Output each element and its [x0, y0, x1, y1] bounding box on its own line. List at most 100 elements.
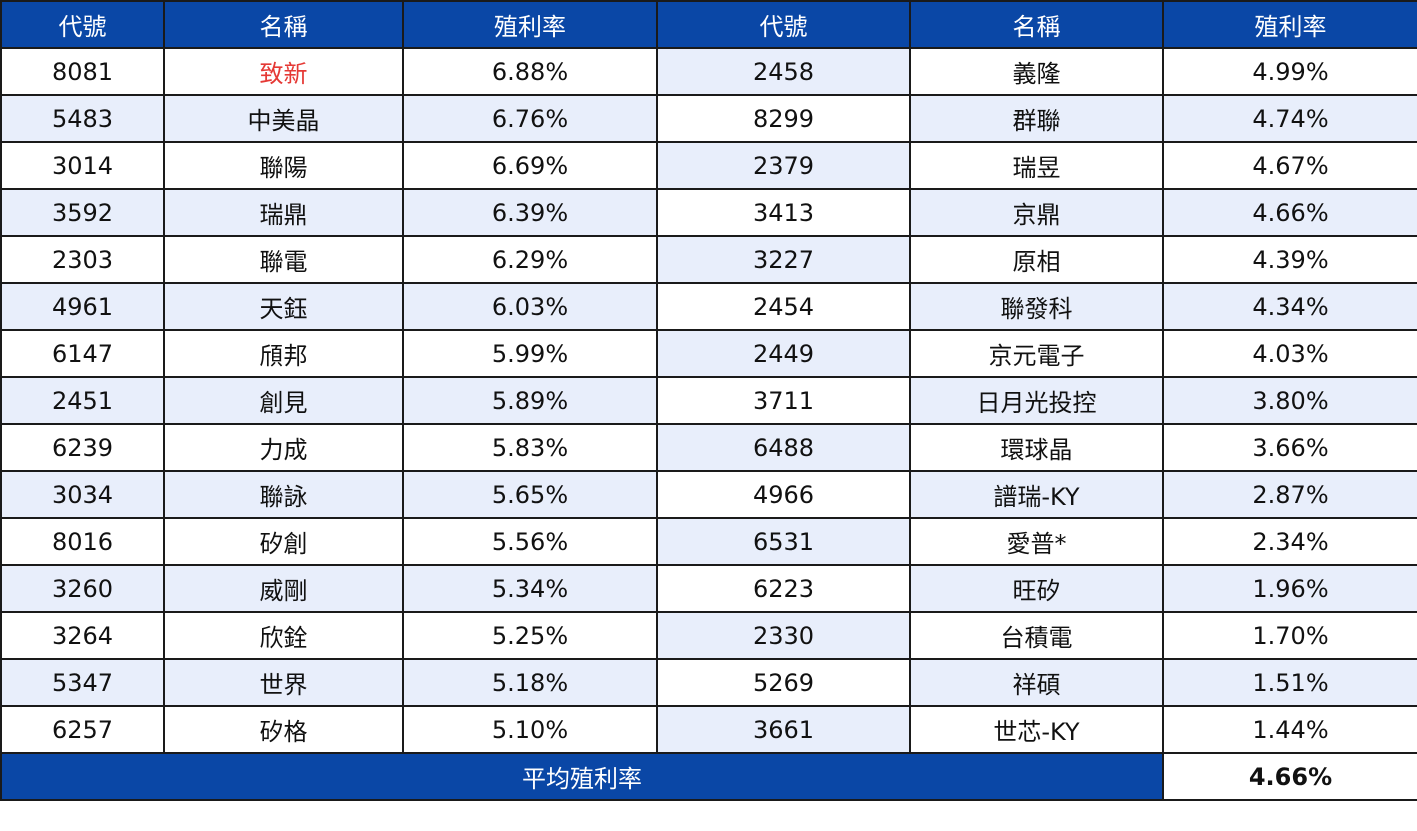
yield-cell: 6.29% [402, 235, 658, 284]
name-cell: 矽創 [163, 517, 404, 566]
code-cell: 2451 [0, 376, 165, 425]
code-cell: 4966 [656, 470, 911, 519]
code-cell: 3592 [0, 188, 165, 237]
name-cell: 愛普* [909, 517, 1164, 566]
name-cell: 頎邦 [163, 329, 404, 378]
code-cell: 2449 [656, 329, 911, 378]
yield-cell: 6.03% [402, 282, 658, 331]
table-row: 6147 頎邦 5.99% 2449 京元電子 4.03% [0, 329, 1417, 378]
code-cell: 5347 [0, 658, 165, 707]
name-cell: 創見 [163, 376, 404, 425]
code-cell: 3711 [656, 376, 911, 425]
code-cell: 6223 [656, 564, 911, 613]
name-cell: 力成 [163, 423, 404, 472]
table-row: 5483 中美晶 6.76% 8299 群聯 4.74% [0, 94, 1417, 143]
code-cell: 8081 [0, 47, 165, 96]
yield-cell: 4.03% [1162, 329, 1417, 378]
name-cell: 環球晶 [909, 423, 1164, 472]
name-cell: 祥碩 [909, 658, 1164, 707]
name-cell: 聯發科 [909, 282, 1164, 331]
table-row: 3014 聯陽 6.69% 2379 瑞昱 4.67% [0, 141, 1417, 190]
code-cell: 2330 [656, 611, 911, 660]
name-cell: 天鈺 [163, 282, 404, 331]
code-cell: 3034 [0, 470, 165, 519]
name-cell: 台積電 [909, 611, 1164, 660]
table-row: 6257 矽格 5.10% 3661 世芯-KY 1.44% [0, 705, 1417, 754]
table-row: 8016 矽創 5.56% 6531 愛普* 2.34% [0, 517, 1417, 566]
name-cell: 原相 [909, 235, 1164, 284]
yield-cell: 6.39% [402, 188, 658, 237]
yield-cell: 1.70% [1162, 611, 1417, 660]
code-cell: 2458 [656, 47, 911, 96]
code-cell: 6257 [0, 705, 165, 754]
yield-cell: 5.56% [402, 517, 658, 566]
yield-cell: 1.96% [1162, 564, 1417, 613]
yield-cell: 4.67% [1162, 141, 1417, 190]
code-cell: 5269 [656, 658, 911, 707]
name-cell: 致新 [163, 47, 404, 96]
name-cell: 瑞昱 [909, 141, 1164, 190]
table-row: 6239 力成 5.83% 6488 環球晶 3.66% [0, 423, 1417, 472]
yield-cell: 6.76% [402, 94, 658, 143]
code-cell: 3260 [0, 564, 165, 613]
table-row: 2303 聯電 6.29% 3227 原相 4.39% [0, 235, 1417, 284]
name-cell: 欣銓 [163, 611, 404, 660]
yield-cell: 5.10% [402, 705, 658, 754]
name-cell: 日月光投控 [909, 376, 1164, 425]
table-row: 3592 瑞鼎 6.39% 3413 京鼎 4.66% [0, 188, 1417, 237]
code-cell: 6239 [0, 423, 165, 472]
header-row: 代號 名稱 殖利率 代號 名稱 殖利率 [0, 0, 1417, 49]
yield-cell: 3.66% [1162, 423, 1417, 472]
code-cell: 6488 [656, 423, 911, 472]
name-cell: 聯電 [163, 235, 404, 284]
name-cell: 義隆 [909, 47, 1164, 96]
yield-cell: 5.25% [402, 611, 658, 660]
code-cell: 2303 [0, 235, 165, 284]
table-row: 4961 天鈺 6.03% 2454 聯發科 4.34% [0, 282, 1417, 331]
footer-row: 平均殖利率 4.66% [0, 752, 1417, 801]
yield-cell: 5.83% [402, 423, 658, 472]
yield-cell: 6.88% [402, 47, 658, 96]
code-cell: 3661 [656, 705, 911, 754]
name-cell: 世界 [163, 658, 404, 707]
code-cell: 6147 [0, 329, 165, 378]
average-yield-value: 4.66% [1162, 752, 1417, 801]
yield-cell: 4.66% [1162, 188, 1417, 237]
header-yield-right: 殖利率 [1162, 0, 1417, 49]
code-cell: 8299 [656, 94, 911, 143]
code-cell: 3264 [0, 611, 165, 660]
yield-cell: 5.34% [402, 564, 658, 613]
header-name-right: 名稱 [909, 0, 1164, 49]
code-cell: 3014 [0, 141, 165, 190]
header-yield-left: 殖利率 [402, 0, 658, 49]
yield-cell: 4.39% [1162, 235, 1417, 284]
yield-cell: 5.89% [402, 376, 658, 425]
header-code-left: 代號 [0, 0, 165, 49]
name-cell: 旺矽 [909, 564, 1164, 613]
yield-cell: 6.69% [402, 141, 658, 190]
yield-cell: 4.34% [1162, 282, 1417, 331]
table-row: 2451 創見 5.89% 3711 日月光投控 3.80% [0, 376, 1417, 425]
yield-cell: 1.51% [1162, 658, 1417, 707]
yield-cell: 2.87% [1162, 470, 1417, 519]
name-cell: 世芯-KY [909, 705, 1164, 754]
table-row: 3260 威剛 5.34% 6223 旺矽 1.96% [0, 564, 1417, 613]
name-cell: 瑞鼎 [163, 188, 404, 237]
yield-cell: 4.74% [1162, 94, 1417, 143]
name-cell: 譜瑞-KY [909, 470, 1164, 519]
name-cell: 矽格 [163, 705, 404, 754]
header-name-left: 名稱 [163, 0, 404, 49]
code-cell: 3227 [656, 235, 911, 284]
name-cell: 中美晶 [163, 94, 404, 143]
name-cell: 京鼎 [909, 188, 1164, 237]
dividend-yield-table: 代號 名稱 殖利率 代號 名稱 殖利率 8081 致新 6.88% 2458 義隆 4.9… [0, 0, 1417, 801]
table-row: 5347 世界 5.18% 5269 祥碩 1.51% [0, 658, 1417, 707]
table-row: 3264 欣銓 5.25% 2330 台積電 1.70% [0, 611, 1417, 660]
code-cell: 2379 [656, 141, 911, 190]
yield-cell: 5.18% [402, 658, 658, 707]
name-cell: 京元電子 [909, 329, 1164, 378]
average-yield-label: 平均殖利率 [0, 752, 1164, 801]
table-row: 8081 致新 6.88% 2458 義隆 4.99% [0, 47, 1417, 96]
code-cell: 5483 [0, 94, 165, 143]
yield-cell: 5.99% [402, 329, 658, 378]
